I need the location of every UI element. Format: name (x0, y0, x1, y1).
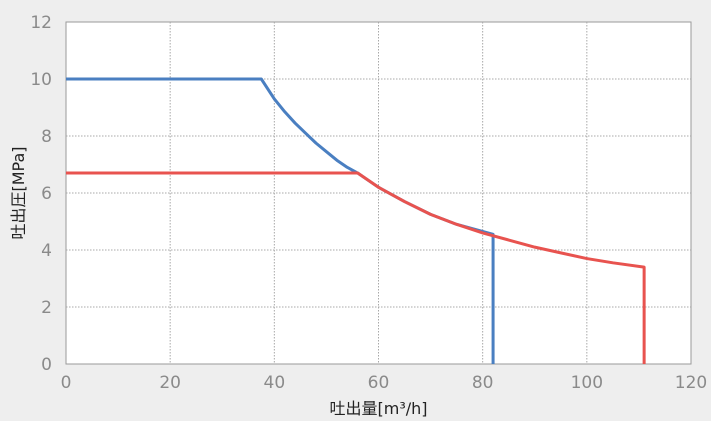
x-tick-label: 60 (368, 373, 390, 393)
y-tick-label: 6 (41, 184, 52, 204)
series-line-2 (66, 171, 646, 364)
grid-lines (66, 22, 691, 364)
y-axis-title: 吐出圧[MPa] (9, 146, 28, 239)
tick-labels: 0 20 40 60 80 100 120 0 2 4 6 8 10 12 (30, 13, 707, 393)
y-tick-label: 10 (30, 70, 52, 90)
x-tick-label: 0 (61, 373, 72, 393)
y-tick-label: 0 (41, 355, 52, 375)
y-tick-label: 8 (41, 127, 52, 147)
y-tick-label: 12 (30, 13, 52, 33)
y-tick-label: 2 (41, 298, 52, 318)
x-tick-label: 80 (472, 373, 494, 393)
x-tick-label: 120 (675, 373, 707, 393)
x-tick-label: 40 (264, 373, 286, 393)
x-tick-label: 20 (159, 373, 181, 393)
series-lines (66, 77, 646, 364)
x-tick-label: 100 (571, 373, 603, 393)
x-axis-title: 吐出量[m³/h] (329, 399, 427, 418)
y-tick-label: 4 (41, 241, 52, 261)
